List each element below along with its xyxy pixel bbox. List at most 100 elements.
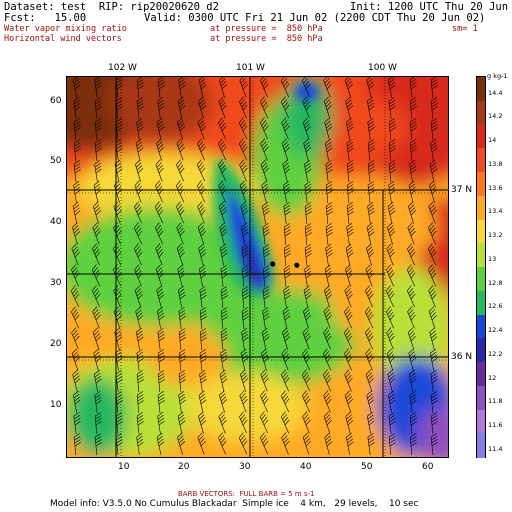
wind-barb bbox=[304, 223, 312, 245]
wind-barb bbox=[115, 118, 123, 140]
wind-barb bbox=[409, 139, 417, 161]
wind-barb bbox=[260, 159, 269, 182]
wind-barb bbox=[366, 96, 375, 119]
wind-barb bbox=[136, 432, 144, 455]
colorbar-level-label: 12.8 bbox=[488, 278, 503, 287]
wind-barb bbox=[220, 307, 228, 329]
wind-barb bbox=[280, 77, 290, 98]
wind-barb bbox=[303, 138, 312, 161]
wind-barb bbox=[408, 201, 417, 224]
model-info: Model info: V3.5.0 No Cumulus Blackadar … bbox=[50, 499, 419, 509]
wind-barb bbox=[281, 138, 290, 161]
wind-barb bbox=[176, 243, 185, 266]
wind-barb bbox=[218, 201, 227, 224]
wind-barb bbox=[344, 77, 353, 98]
colorbar-segment bbox=[477, 172, 485, 197]
field2-name: Horizontal wind vectors bbox=[4, 34, 122, 44]
wind-barb bbox=[135, 327, 144, 350]
wind-barb bbox=[196, 180, 206, 203]
wind-barb bbox=[388, 412, 396, 434]
wind-barb bbox=[323, 390, 332, 413]
wind-barb bbox=[323, 77, 332, 98]
wind-barb bbox=[346, 160, 354, 182]
field2-level: at pressure = 850 hPa bbox=[210, 34, 323, 44]
y-tick-30: 30 bbox=[50, 278, 62, 288]
wind-barb bbox=[115, 412, 123, 434]
wind-barb bbox=[388, 97, 396, 119]
wind-barb bbox=[261, 327, 270, 350]
y-tick-10: 10 bbox=[50, 400, 62, 410]
wind-barb bbox=[241, 307, 249, 329]
colorbar-level-label: 11.8 bbox=[488, 397, 503, 406]
wind-barb bbox=[239, 390, 248, 413]
wind-barb bbox=[240, 369, 249, 392]
wind-barb bbox=[343, 327, 353, 350]
field1-smoothing: sm= 1 bbox=[452, 24, 478, 34]
wind-barb bbox=[388, 433, 396, 455]
wind-barb bbox=[283, 244, 291, 266]
wind-barb bbox=[428, 201, 437, 224]
wind-barb bbox=[322, 369, 332, 392]
wind-barb bbox=[366, 77, 375, 98]
wind-barb bbox=[429, 327, 438, 350]
wind-barb bbox=[239, 96, 248, 119]
wind-barb bbox=[240, 348, 249, 371]
wind-barb bbox=[304, 181, 312, 203]
wind-barb bbox=[114, 180, 123, 203]
wind-barb bbox=[304, 244, 312, 266]
wind-barb bbox=[71, 264, 80, 287]
colorbar-segment bbox=[477, 362, 485, 387]
wind-barb bbox=[198, 264, 207, 287]
wind-barb bbox=[157, 391, 165, 413]
colorbar-segment bbox=[477, 148, 485, 173]
wind-barb bbox=[409, 369, 417, 392]
wind-barb bbox=[430, 391, 438, 413]
colorbar-level-label: 13.8 bbox=[488, 159, 503, 168]
wind-barb bbox=[157, 328, 165, 350]
wind-barb bbox=[409, 118, 417, 140]
wind-barb bbox=[219, 369, 228, 392]
wind-barb bbox=[386, 348, 395, 371]
colorbar-level-label: 12.4 bbox=[488, 326, 503, 335]
colorbar-segment bbox=[477, 219, 485, 244]
wind-barb bbox=[259, 411, 269, 434]
wind-barb bbox=[199, 349, 207, 371]
wind-barb bbox=[259, 117, 269, 140]
colorbar-level-label: 12.6 bbox=[488, 302, 503, 311]
wind-barb bbox=[219, 77, 228, 98]
wind-barb bbox=[302, 96, 311, 119]
colorbar-segment bbox=[477, 338, 485, 363]
wind-barbs bbox=[70, 77, 438, 455]
wind-barb bbox=[304, 202, 312, 224]
colorbar-segment bbox=[477, 267, 485, 292]
wind-barb bbox=[94, 97, 102, 119]
colorbar-level-label: 13 bbox=[488, 254, 497, 263]
wind-barb bbox=[157, 370, 165, 392]
wind-barb bbox=[72, 390, 81, 413]
colorbar-segment bbox=[477, 314, 485, 339]
wind-barb bbox=[114, 159, 123, 182]
wind-barb bbox=[241, 286, 249, 308]
wind-barb bbox=[262, 223, 270, 245]
wind-barb bbox=[345, 117, 354, 140]
wind-barb bbox=[406, 264, 416, 287]
wind-barb bbox=[259, 432, 269, 455]
wind-barb bbox=[197, 117, 206, 140]
wind-barb bbox=[346, 222, 354, 245]
wind-barb bbox=[386, 327, 395, 350]
wind-barb bbox=[156, 117, 165, 140]
wind-barb bbox=[324, 264, 333, 287]
wind-barb bbox=[115, 433, 123, 455]
wind-barb bbox=[282, 327, 291, 350]
wind-barb bbox=[197, 222, 206, 245]
latitude-label-37n: 37 N bbox=[451, 185, 473, 195]
wind-barb bbox=[408, 180, 417, 203]
wind-barb bbox=[94, 159, 102, 182]
wind-barb bbox=[93, 180, 102, 203]
wind-barb bbox=[73, 180, 81, 203]
wind-barb bbox=[93, 201, 102, 224]
wind-barb bbox=[325, 160, 333, 182]
wind-barb bbox=[134, 285, 143, 308]
colorbar-segment bbox=[477, 409, 485, 434]
wind-barb bbox=[262, 265, 270, 287]
